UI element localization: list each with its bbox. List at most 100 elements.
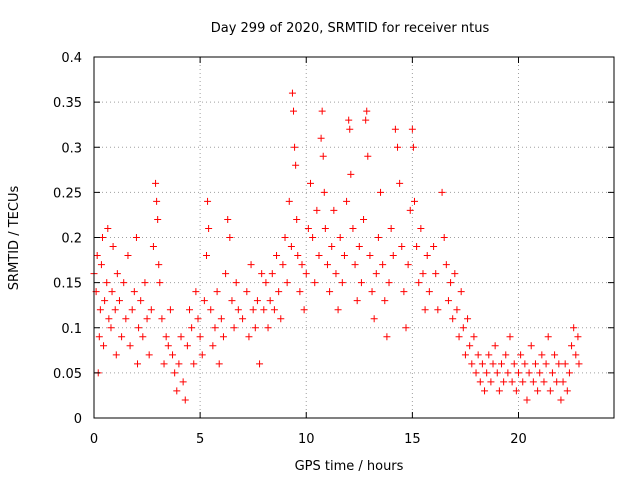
data-point <box>345 116 353 124</box>
data-point <box>104 224 112 232</box>
data-point <box>234 306 242 314</box>
data-point <box>194 315 202 323</box>
data-point <box>402 324 410 332</box>
data-point <box>135 324 143 332</box>
data-point <box>243 288 251 296</box>
data-point <box>544 333 552 341</box>
data-point <box>122 315 130 323</box>
data-point <box>531 360 539 368</box>
data-point <box>100 342 108 350</box>
data-point <box>555 360 563 368</box>
y-tick-label: 0.1 <box>61 322 82 337</box>
data-point <box>321 224 329 232</box>
y-tick-label: 0.35 <box>53 96 82 111</box>
x-tick-label: 0 <box>90 432 98 447</box>
data-point <box>139 333 147 341</box>
data-point <box>266 297 274 305</box>
data-point <box>447 279 455 287</box>
data-point <box>300 306 308 314</box>
data-point <box>147 306 155 314</box>
data-point <box>364 152 372 160</box>
data-point <box>398 243 406 251</box>
data-point <box>551 351 559 359</box>
grid-layer <box>94 57 614 418</box>
data-point <box>385 279 393 287</box>
data-point <box>249 306 257 314</box>
x-axis-label: GPS time / hours <box>295 459 404 474</box>
data-point <box>173 387 181 395</box>
data-point <box>204 197 212 205</box>
data-point <box>239 315 247 323</box>
data-point <box>408 125 416 133</box>
data-point <box>143 315 151 323</box>
y-tick-label: 0.2 <box>61 232 82 247</box>
data-point <box>568 342 576 350</box>
data-point <box>315 252 323 260</box>
data-point <box>200 297 208 305</box>
data-point <box>177 333 185 341</box>
data-point <box>306 179 314 187</box>
data-point <box>330 206 338 214</box>
data-point <box>215 360 223 368</box>
data-point <box>251 324 259 332</box>
data-point <box>109 243 117 251</box>
data-point <box>93 252 101 260</box>
data-point <box>288 89 296 97</box>
data-point <box>474 351 482 359</box>
data-point <box>366 252 374 260</box>
data-point <box>153 197 161 205</box>
data-point <box>500 378 508 386</box>
data-point <box>563 387 571 395</box>
data-point <box>156 279 164 287</box>
data-point <box>559 378 567 386</box>
data-point <box>557 396 565 404</box>
data-point <box>343 197 351 205</box>
data-point <box>202 252 210 260</box>
data-point <box>304 224 312 232</box>
data-point <box>224 215 232 223</box>
data-point <box>196 333 204 341</box>
data-point <box>419 270 427 278</box>
data-point <box>432 270 440 278</box>
data-point <box>336 234 344 241</box>
data-point <box>95 333 103 341</box>
data-point <box>207 306 215 314</box>
data-point <box>126 342 134 350</box>
data-point <box>141 279 149 287</box>
data-point <box>451 270 459 278</box>
data-point <box>415 279 423 287</box>
data-point <box>294 252 302 260</box>
data-point <box>105 315 113 323</box>
data-point <box>124 252 132 260</box>
data-point <box>273 252 281 260</box>
data-point <box>290 107 298 115</box>
data-point <box>468 360 476 368</box>
data-point <box>323 261 331 269</box>
y-tick-label: 0.15 <box>53 277 82 292</box>
data-point <box>372 270 380 278</box>
data-point <box>423 252 431 260</box>
data-point <box>171 369 179 377</box>
data-point <box>97 261 105 269</box>
x-tick-label: 15 <box>404 432 421 447</box>
data-point <box>134 360 142 368</box>
data-point <box>318 107 326 115</box>
data-point <box>283 279 291 287</box>
data-point <box>205 224 213 232</box>
data-point <box>466 342 474 350</box>
data-point <box>510 360 518 368</box>
data-point <box>160 360 168 368</box>
data-point <box>575 360 583 368</box>
data-point <box>379 261 387 269</box>
data-point <box>319 152 327 160</box>
data-point <box>113 270 121 278</box>
data-point <box>381 297 389 305</box>
data-point <box>209 342 217 350</box>
data-point <box>363 107 371 115</box>
data-point <box>517 351 525 359</box>
data-point <box>570 324 578 332</box>
data-point <box>383 333 391 341</box>
data-point <box>317 134 325 142</box>
data-point <box>476 378 484 386</box>
data-point <box>508 378 516 386</box>
